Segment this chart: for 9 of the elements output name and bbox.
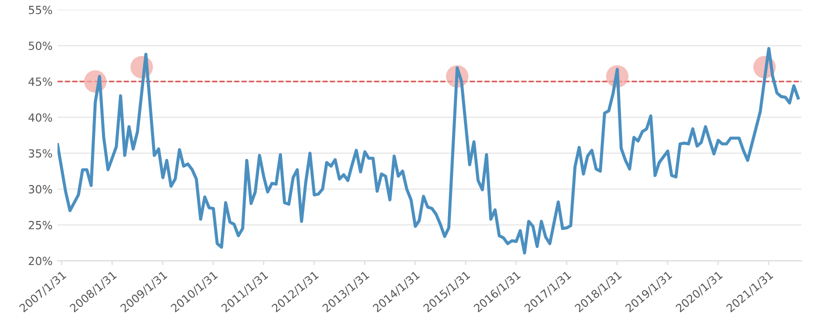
y-tick-label: 40% bbox=[28, 113, 52, 122]
y-tick-label: 30% bbox=[28, 185, 52, 194]
y-tick-label: 25% bbox=[28, 220, 52, 230]
line-series bbox=[58, 46, 800, 254]
y-tick-label: 35% bbox=[28, 149, 52, 158]
y-tick-label: 45% bbox=[28, 77, 52, 86]
y-tick-label: 50% bbox=[28, 42, 52, 50]
y-tick-label: 55% bbox=[28, 6, 52, 14]
y-tick-label: 20% bbox=[28, 256, 52, 266]
